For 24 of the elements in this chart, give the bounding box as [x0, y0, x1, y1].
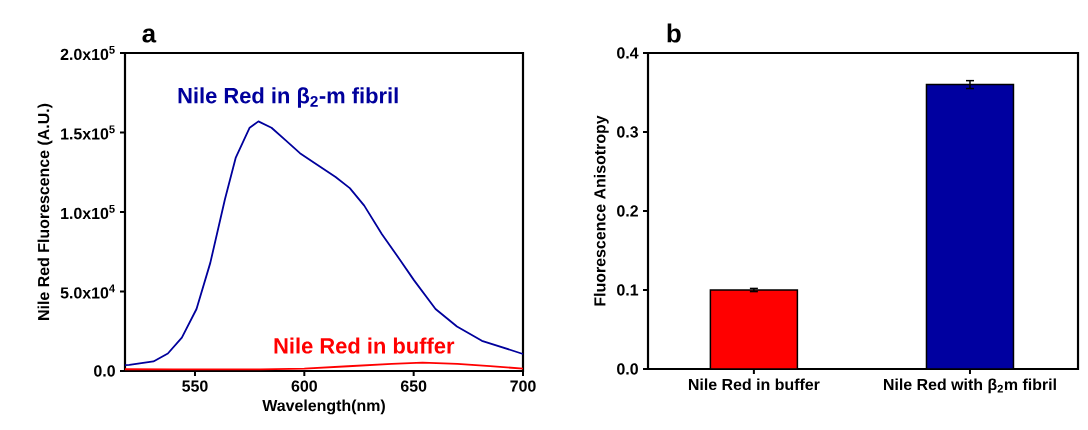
y-tick-label: 0.0: [617, 363, 638, 375]
x-tick-label: 700: [510, 380, 536, 392]
y-tick-label: 0.4: [617, 47, 639, 59]
y-axis-title: Nile Red Fluorescence (A.U.): [37, 103, 53, 320]
x-axis-title: Wavelength(nm): [262, 399, 385, 415]
y-tick-label: 2.0x10$^{5}$: [60, 45, 115, 61]
x-tick-label: 600: [291, 380, 317, 392]
y-tick-label: 0.3: [617, 126, 639, 138]
x-tick-label: 650: [400, 380, 427, 392]
y-tick-label: 0.1: [617, 284, 639, 296]
series-label: Nile Red in buffer: [274, 337, 455, 354]
chart-title: b: [667, 23, 681, 43]
y-tick-label: 1.0x10$^{5}$: [61, 204, 115, 220]
x-tick-label: Nile Red with β$_{2}$m fibril: [884, 378, 1056, 394]
y-tick-label: 1.5x10$^{5}$: [61, 125, 115, 140]
y-tick-label: 5.0x10$^{4}$: [60, 284, 116, 299]
x-tick-label: Nile Red in buffer: [688, 378, 820, 391]
line-series: [124, 120, 524, 367]
y-axis-title: Fluorescence Anisotropy: [593, 115, 609, 306]
y-tick-label: 0.2: [617, 205, 638, 217]
x-tick-label: 550: [182, 380, 208, 392]
series-label: Nile Red in β$_{2}$-m fibril: [178, 87, 398, 108]
y-tick-label: 0.0: [94, 365, 115, 377]
chart-title: a: [142, 28, 157, 43]
